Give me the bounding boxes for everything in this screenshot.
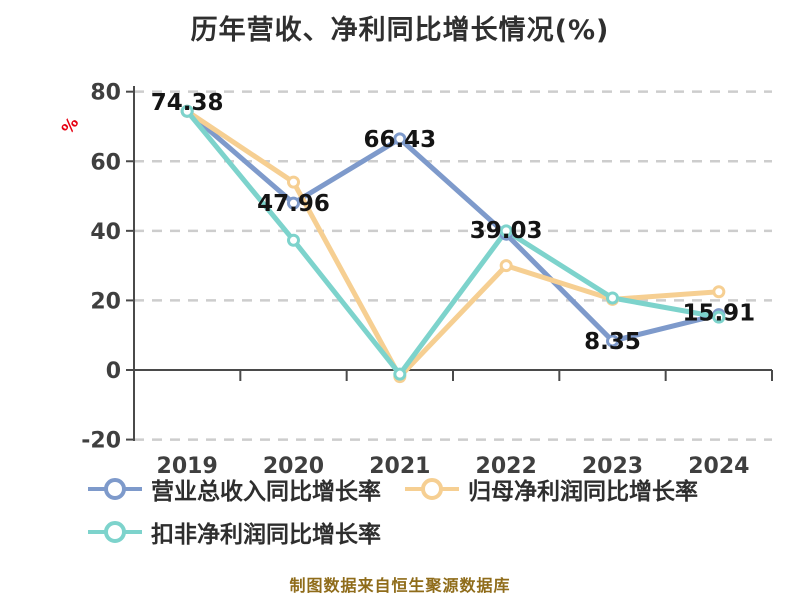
data-label: 8.35 bbox=[584, 329, 641, 355]
data-point-marker bbox=[606, 291, 619, 305]
data-label: 15.91 bbox=[682, 301, 755, 327]
data-point-marker bbox=[393, 132, 407, 146]
data-point-marker bbox=[287, 196, 300, 210]
data-point-marker bbox=[287, 233, 300, 247]
legend-label: 归母净利润同比增长率 bbox=[468, 479, 698, 505]
legend: 营业总收入同比增长率 归母净利润同比增长率扣非净利润同比增长率 bbox=[88, 472, 760, 549]
y-tick-label: 20 bbox=[90, 289, 121, 314]
y-tick-label: 40 bbox=[90, 220, 121, 245]
y-tick-label: 0 bbox=[106, 359, 121, 384]
data-point-marker bbox=[499, 259, 513, 273]
y-tick-label: 60 bbox=[90, 150, 121, 175]
data-point-marker bbox=[287, 175, 300, 189]
data-label: 47.96 bbox=[257, 191, 330, 217]
chart-title: 历年营收、净利同比增长情况(%) bbox=[190, 15, 610, 46]
legend-item[interactable]: 营业总收入同比增长率 bbox=[88, 472, 381, 506]
x-tick-label: 2019 bbox=[157, 454, 218, 479]
x-tick-label: 2023 bbox=[582, 454, 643, 479]
y-tick-label: -20 bbox=[81, 429, 121, 454]
series-line bbox=[184, 108, 722, 380]
x-tick-label: 2024 bbox=[688, 454, 749, 479]
legend-line-marker-icon bbox=[88, 478, 142, 500]
x-tick-label: 2021 bbox=[369, 454, 430, 479]
legend-line-marker-icon bbox=[405, 478, 459, 500]
legend-line-marker-icon bbox=[88, 521, 142, 543]
x-tick-label: 2020 bbox=[263, 454, 324, 479]
series-line bbox=[184, 108, 722, 377]
legend-item[interactable]: 归母净利润同比增长率 bbox=[405, 472, 698, 506]
data-label: 39.03 bbox=[470, 218, 543, 244]
data-point-marker bbox=[712, 285, 726, 299]
y-tick-label: 80 bbox=[90, 81, 121, 106]
data-point-marker bbox=[712, 310, 726, 324]
legend-label: 扣非净利润同比增长率 bbox=[151, 522, 381, 548]
x-tick-label: 2022 bbox=[476, 454, 537, 479]
data-point-marker bbox=[180, 104, 194, 118]
data-label: 66.43 bbox=[363, 127, 436, 153]
data-label: 74.38 bbox=[151, 90, 224, 116]
footer-credit: 制图数据来自恒生聚源数据库 bbox=[289, 576, 511, 595]
legend-item[interactable]: 扣非净利润同比增长率 bbox=[88, 515, 381, 549]
data-point-marker bbox=[393, 367, 407, 381]
legend-label: 营业总收入同比增长率 bbox=[151, 479, 381, 505]
data-point-marker bbox=[499, 224, 513, 238]
series-line bbox=[184, 108, 722, 344]
data-point-marker bbox=[606, 334, 619, 348]
